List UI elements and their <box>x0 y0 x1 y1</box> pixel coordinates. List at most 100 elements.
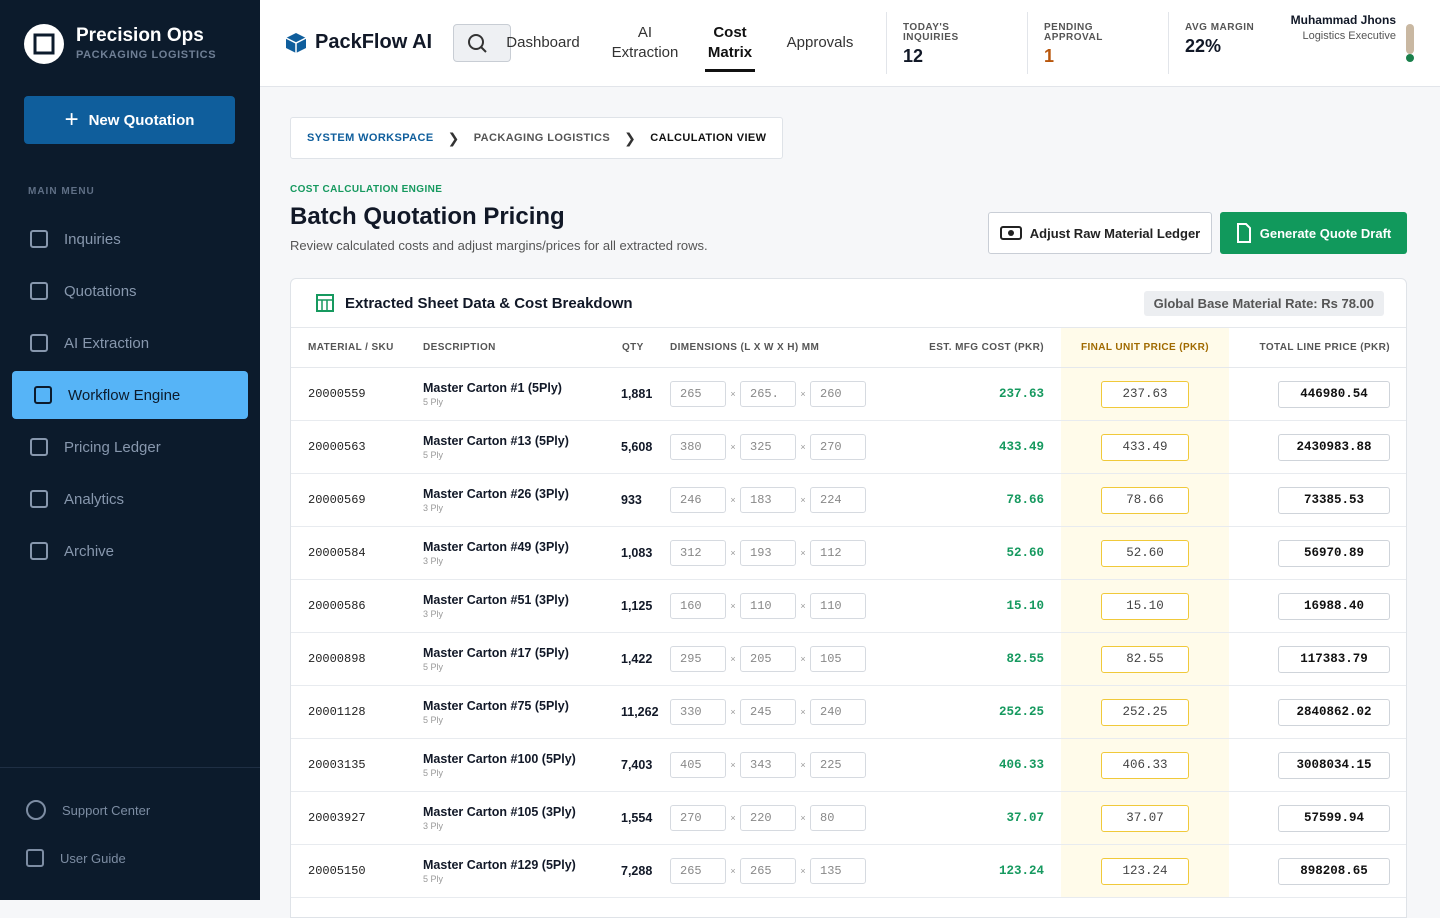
dimension-input[interactable]: 325 <box>740 434 796 460</box>
dimension-input[interactable]: 246 <box>670 487 726 513</box>
ply: 3 Ply <box>423 503 444 513</box>
dimension-input[interactable]: 312 <box>670 540 726 566</box>
dimension-input[interactable]: 265 <box>670 381 726 407</box>
page-title: Batch Quotation Pricing <box>290 203 565 230</box>
dimension-input[interactable]: 225 <box>810 752 866 778</box>
description-cell: Master Carton #49 (3Ply) 3 Ply <box>406 526 605 580</box>
generate-quote-button[interactable]: Generate Quote Draft <box>1220 212 1407 254</box>
nav-link[interactable]: Dashboard <box>506 34 580 51</box>
final-price-input[interactable]: 78.66 <box>1101 486 1189 514</box>
qty: 933 <box>605 473 653 527</box>
stat-label: PENDING APPROVAL <box>1044 22 1103 43</box>
table-icon <box>316 294 334 312</box>
final-price-input[interactable]: 82.55 <box>1101 645 1189 673</box>
description-cell: Master Carton #13 (5Ply) 5 Ply <box>406 420 605 474</box>
dimension-input[interactable]: 224 <box>810 487 866 513</box>
final-price-input[interactable]: 433.49 <box>1101 433 1189 461</box>
dimension-input[interactable]: 295 <box>670 646 726 672</box>
qty: 1,125 <box>605 579 653 633</box>
total-cell: 117383.79 <box>1229 632 1406 686</box>
menu-item[interactable]: Inquiries <box>12 215 248 263</box>
ply: 3 Ply <box>423 609 444 619</box>
nav-link[interactable]: AI Extraction <box>611 24 679 61</box>
menu-label: MAIN MENU <box>28 186 95 197</box>
nav-link[interactable]: Approvals <box>786 34 854 51</box>
table-row: 20000559 Master Carton #1 (5Ply) 5 Ply 1,88… <box>291 367 1406 421</box>
new-quotation-button[interactable]: + New Quotation <box>24 96 235 144</box>
adjust-ledger-button[interactable]: Adjust Raw Material Ledger <box>988 212 1212 254</box>
dimensions-cell: 160 × 110 × 110 <box>653 579 880 633</box>
times: × <box>730 389 736 399</box>
user-profile[interactable]: Muhammad Jhons Logistics Executive <box>1276 12 1396 44</box>
description-cell: Master Carton #17 (5Ply) 5 Ply <box>406 632 605 686</box>
dimension-input[interactable]: 260 <box>810 381 866 407</box>
dimension-input[interactable]: 270 <box>670 805 726 831</box>
dimension-input[interactable]: 405 <box>670 752 726 778</box>
search-button[interactable] <box>453 24 511 62</box>
dimension-input[interactable]: 135 <box>810 858 866 884</box>
dimension-input[interactable]: 265 <box>740 858 796 884</box>
dimension-input[interactable]: 112 <box>810 540 866 566</box>
final-price-input[interactable]: 252.25 <box>1101 698 1189 726</box>
brand-title: Precision Ops <box>76 25 204 46</box>
final-price-input[interactable]: 123.24 <box>1101 857 1189 885</box>
dimension-input[interactable]: 220 <box>740 805 796 831</box>
dimension-input[interactable]: 270 <box>810 434 866 460</box>
column-header: EST. MFG COST (PKR) <box>880 327 1061 368</box>
dimension-input[interactable]: 265. <box>740 381 796 407</box>
dimension-input[interactable]: 380 <box>670 434 726 460</box>
final-price-input[interactable]: 37.07 <box>1101 804 1189 832</box>
dimension-input[interactable]: 160 <box>670 593 726 619</box>
menu-item[interactable]: Pricing Ledger <box>12 423 248 471</box>
qty: 1,422 <box>605 632 653 686</box>
times: × <box>730 707 736 717</box>
final-price-input[interactable]: 406.33 <box>1101 751 1189 779</box>
menu-icon <box>30 282 48 300</box>
times: × <box>800 495 806 505</box>
stat: TODAY'S INQUIRIES 12 <box>886 12 1034 74</box>
dimension-input[interactable]: 245 <box>740 699 796 725</box>
final-price-input[interactable]: 237.63 <box>1101 380 1189 408</box>
footer-icon <box>26 800 46 820</box>
total-cell: 56970.89 <box>1229 526 1406 580</box>
nav-link[interactable]: Cost Matrix <box>705 23 755 72</box>
ply: 5 Ply <box>423 662 444 672</box>
search-icon <box>468 34 487 53</box>
description: Master Carton #1 (5Ply) <box>423 381 562 395</box>
dimension-input[interactable]: 205 <box>740 646 796 672</box>
sku: 20000563 <box>291 420 406 474</box>
qty: 1,881 <box>605 367 653 421</box>
dimension-input[interactable]: 343 <box>740 752 796 778</box>
description-cell: Master Carton #1 (5Ply) 5 Ply <box>406 367 605 421</box>
menu-item[interactable]: Analytics <box>12 475 248 523</box>
crumb: CALCULATION VIEW <box>650 132 767 144</box>
crumb[interactable]: PACKAGING LOGISTICS <box>473 132 611 144</box>
table-row: 20000898 Master Carton #17 (5Ply) 5 Ply 1,4… <box>291 632 1406 686</box>
table-row: 20000569 Master Carton #26 (3Ply) 3 Ply 933… <box>291 473 1406 527</box>
dimensions-cell: 330 × 245 × 240 <box>653 685 880 739</box>
final-price-input[interactable]: 15.10 <box>1101 592 1189 620</box>
footer-link[interactable]: User Guide <box>0 834 260 882</box>
total-price: 3008034.15 <box>1278 751 1390 779</box>
dimension-input[interactable]: 330 <box>670 699 726 725</box>
crumb[interactable]: SYSTEM WORKSPACE <box>307 132 434 144</box>
menu-item[interactable]: Archive <box>12 527 248 575</box>
description: Master Carton #105 (3Ply) <box>423 805 576 819</box>
menu-item[interactable]: AI Extraction <box>12 319 248 367</box>
dimension-input[interactable]: 105 <box>810 646 866 672</box>
final-price-input[interactable]: 52.60 <box>1101 539 1189 567</box>
logo-icon <box>33 33 55 55</box>
footer-link[interactable]: Support Center <box>0 786 260 834</box>
menu-item[interactable]: Workflow Engine <box>12 371 248 419</box>
dimension-input[interactable]: 110 <box>810 593 866 619</box>
dimension-input[interactable]: 193 <box>740 540 796 566</box>
menu-item[interactable]: Quotations <box>12 267 248 315</box>
dimension-input[interactable]: 265 <box>670 858 726 884</box>
dimension-input[interactable]: 240 <box>810 699 866 725</box>
dimension-input[interactable]: 183 <box>740 487 796 513</box>
column-header: DESCRIPTION <box>406 327 605 368</box>
dimension-input[interactable]: 110 <box>740 593 796 619</box>
dimension-input[interactable]: 80 <box>810 805 866 831</box>
times: × <box>800 707 806 717</box>
times: × <box>800 654 806 664</box>
